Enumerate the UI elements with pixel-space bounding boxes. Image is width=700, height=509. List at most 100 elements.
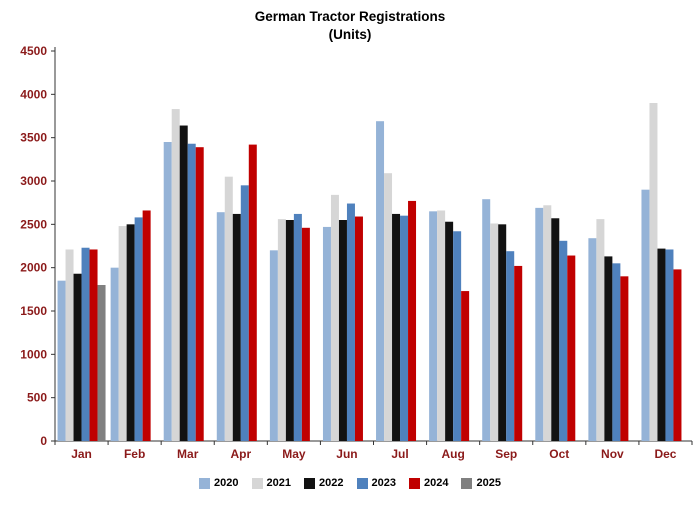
legend-label-2024: 2024 <box>423 477 449 490</box>
bar-2023-sep <box>506 251 515 442</box>
x-category-label: Mar <box>177 447 199 461</box>
bar-2023-oct <box>559 240 568 442</box>
y-tick-label: 4000 <box>20 87 47 101</box>
bar-2023-jan <box>81 247 90 442</box>
bar-2023-apr <box>240 185 249 442</box>
x-category-label: Oct <box>549 447 569 461</box>
y-tick-label: 2500 <box>20 217 47 231</box>
bar-2023-nov <box>612 263 621 442</box>
legend-item-2022: 2022 <box>304 477 344 490</box>
legend-swatch-2021 <box>251 477 263 489</box>
bar-2021-nov <box>596 219 605 442</box>
bar-2022-jun <box>338 220 347 442</box>
bar-2023-mar <box>187 143 196 442</box>
bar-2022-aug <box>445 221 454 442</box>
legend-swatch-2022 <box>304 477 316 489</box>
x-category-label: Jun <box>336 447 357 461</box>
x-category-label: Apr <box>230 447 251 461</box>
y-tick-label: 3500 <box>20 131 47 145</box>
bar-2024-dec <box>673 269 682 442</box>
legend-item-2023: 2023 <box>356 477 396 490</box>
x-category-label: Dec <box>654 447 676 461</box>
bar-2022-feb <box>126 224 135 442</box>
bar-2021-sep <box>490 223 499 442</box>
legend-label-2020: 2020 <box>214 477 239 490</box>
legend-item-2020: 2020 <box>199 477 239 490</box>
bar-2020-jun <box>322 227 331 442</box>
bar-2021-jun <box>330 194 339 442</box>
legend-label-2022: 2022 <box>319 477 344 490</box>
legend-item-2025: 2025 <box>461 477 501 490</box>
bar-2024-feb <box>142 210 151 442</box>
bar-2021-jan <box>65 249 74 442</box>
legend-swatch-2020 <box>199 477 211 489</box>
bar-2021-aug <box>437 210 446 442</box>
bar-2020-sep <box>482 199 491 442</box>
x-category-label: Jul <box>391 447 408 461</box>
y-tick-label: 3000 <box>20 174 47 188</box>
bar-2024-aug <box>461 291 470 442</box>
bar-2021-may <box>277 219 286 442</box>
legend-swatch-2024 <box>408 477 420 489</box>
bar-2025-jan <box>97 285 106 442</box>
y-tick-label: 0 <box>40 434 47 448</box>
bar-2021-jul <box>384 173 393 442</box>
bar-2021-apr <box>224 176 233 442</box>
bar-2023-jun <box>346 203 355 442</box>
bar-2023-dec <box>665 249 674 442</box>
bar-2022-nov <box>604 256 613 442</box>
bar-2024-oct <box>567 255 576 442</box>
bar-2023-aug <box>453 231 462 442</box>
legend-label-2025: 2025 <box>476 477 501 490</box>
x-category-label: Jan <box>71 447 92 461</box>
bar-2020-feb <box>110 267 119 442</box>
bar-2022-mar <box>179 125 188 442</box>
legend-label-2021: 2021 <box>266 477 292 490</box>
x-category-label: Sep <box>495 447 517 461</box>
bar-2021-feb <box>118 226 127 442</box>
bar-2024-apr <box>248 144 257 442</box>
chart-title-line1: German Tractor Registrations <box>254 9 446 24</box>
bar-2020-aug <box>429 211 438 442</box>
x-category-label: Feb <box>124 447 145 461</box>
bar-2020-apr <box>216 212 225 442</box>
bar-2022-apr <box>232 214 241 442</box>
bar-2020-nov <box>588 238 597 442</box>
bar-2022-jan <box>73 273 82 442</box>
bar-2024-jul <box>408 201 417 442</box>
bar-2022-oct <box>551 218 560 442</box>
bar-2020-jan <box>57 280 66 442</box>
legend-swatch-2023 <box>356 477 368 489</box>
legend-label-2023: 2023 <box>371 477 396 490</box>
bar-2020-dec <box>641 189 650 442</box>
bar-2024-may <box>301 227 310 442</box>
bar-2022-sep <box>498 224 507 442</box>
legend-swatch-2025 <box>461 477 473 489</box>
bar-2020-may <box>269 250 278 442</box>
chart-title: German Tractor Registrations (Units) <box>0 0 700 43</box>
bar-2024-jan <box>89 249 98 442</box>
x-category-label: May <box>282 447 306 461</box>
y-tick-label: 2000 <box>20 261 47 275</box>
y-tick-label: 500 <box>27 391 47 405</box>
legend: 2020 2021 2022 2023 2024 2025 <box>0 477 700 489</box>
bar-2023-may <box>293 214 302 442</box>
bar-2024-nov <box>620 276 629 442</box>
x-category-label: Aug <box>441 447 464 461</box>
legend-item-2021: 2021 <box>251 477 292 490</box>
y-tick-label: 4500 <box>20 44 47 58</box>
legend-item-2024: 2024 <box>408 477 449 490</box>
bar-2023-jul <box>400 215 409 442</box>
chart-title-line2: (Units) <box>328 26 372 42</box>
x-category-label: Nov <box>601 447 624 461</box>
bar-2020-jul <box>376 121 385 442</box>
bar-2023-feb <box>134 217 143 442</box>
bar-2024-mar <box>195 147 204 442</box>
bar-2022-may <box>285 220 294 442</box>
bar-2024-jun <box>354 216 363 442</box>
bar-2022-jul <box>392 214 401 442</box>
bar-2022-dec <box>657 248 666 442</box>
y-tick-label: 1000 <box>20 347 47 361</box>
bar-2024-sep <box>514 266 523 442</box>
